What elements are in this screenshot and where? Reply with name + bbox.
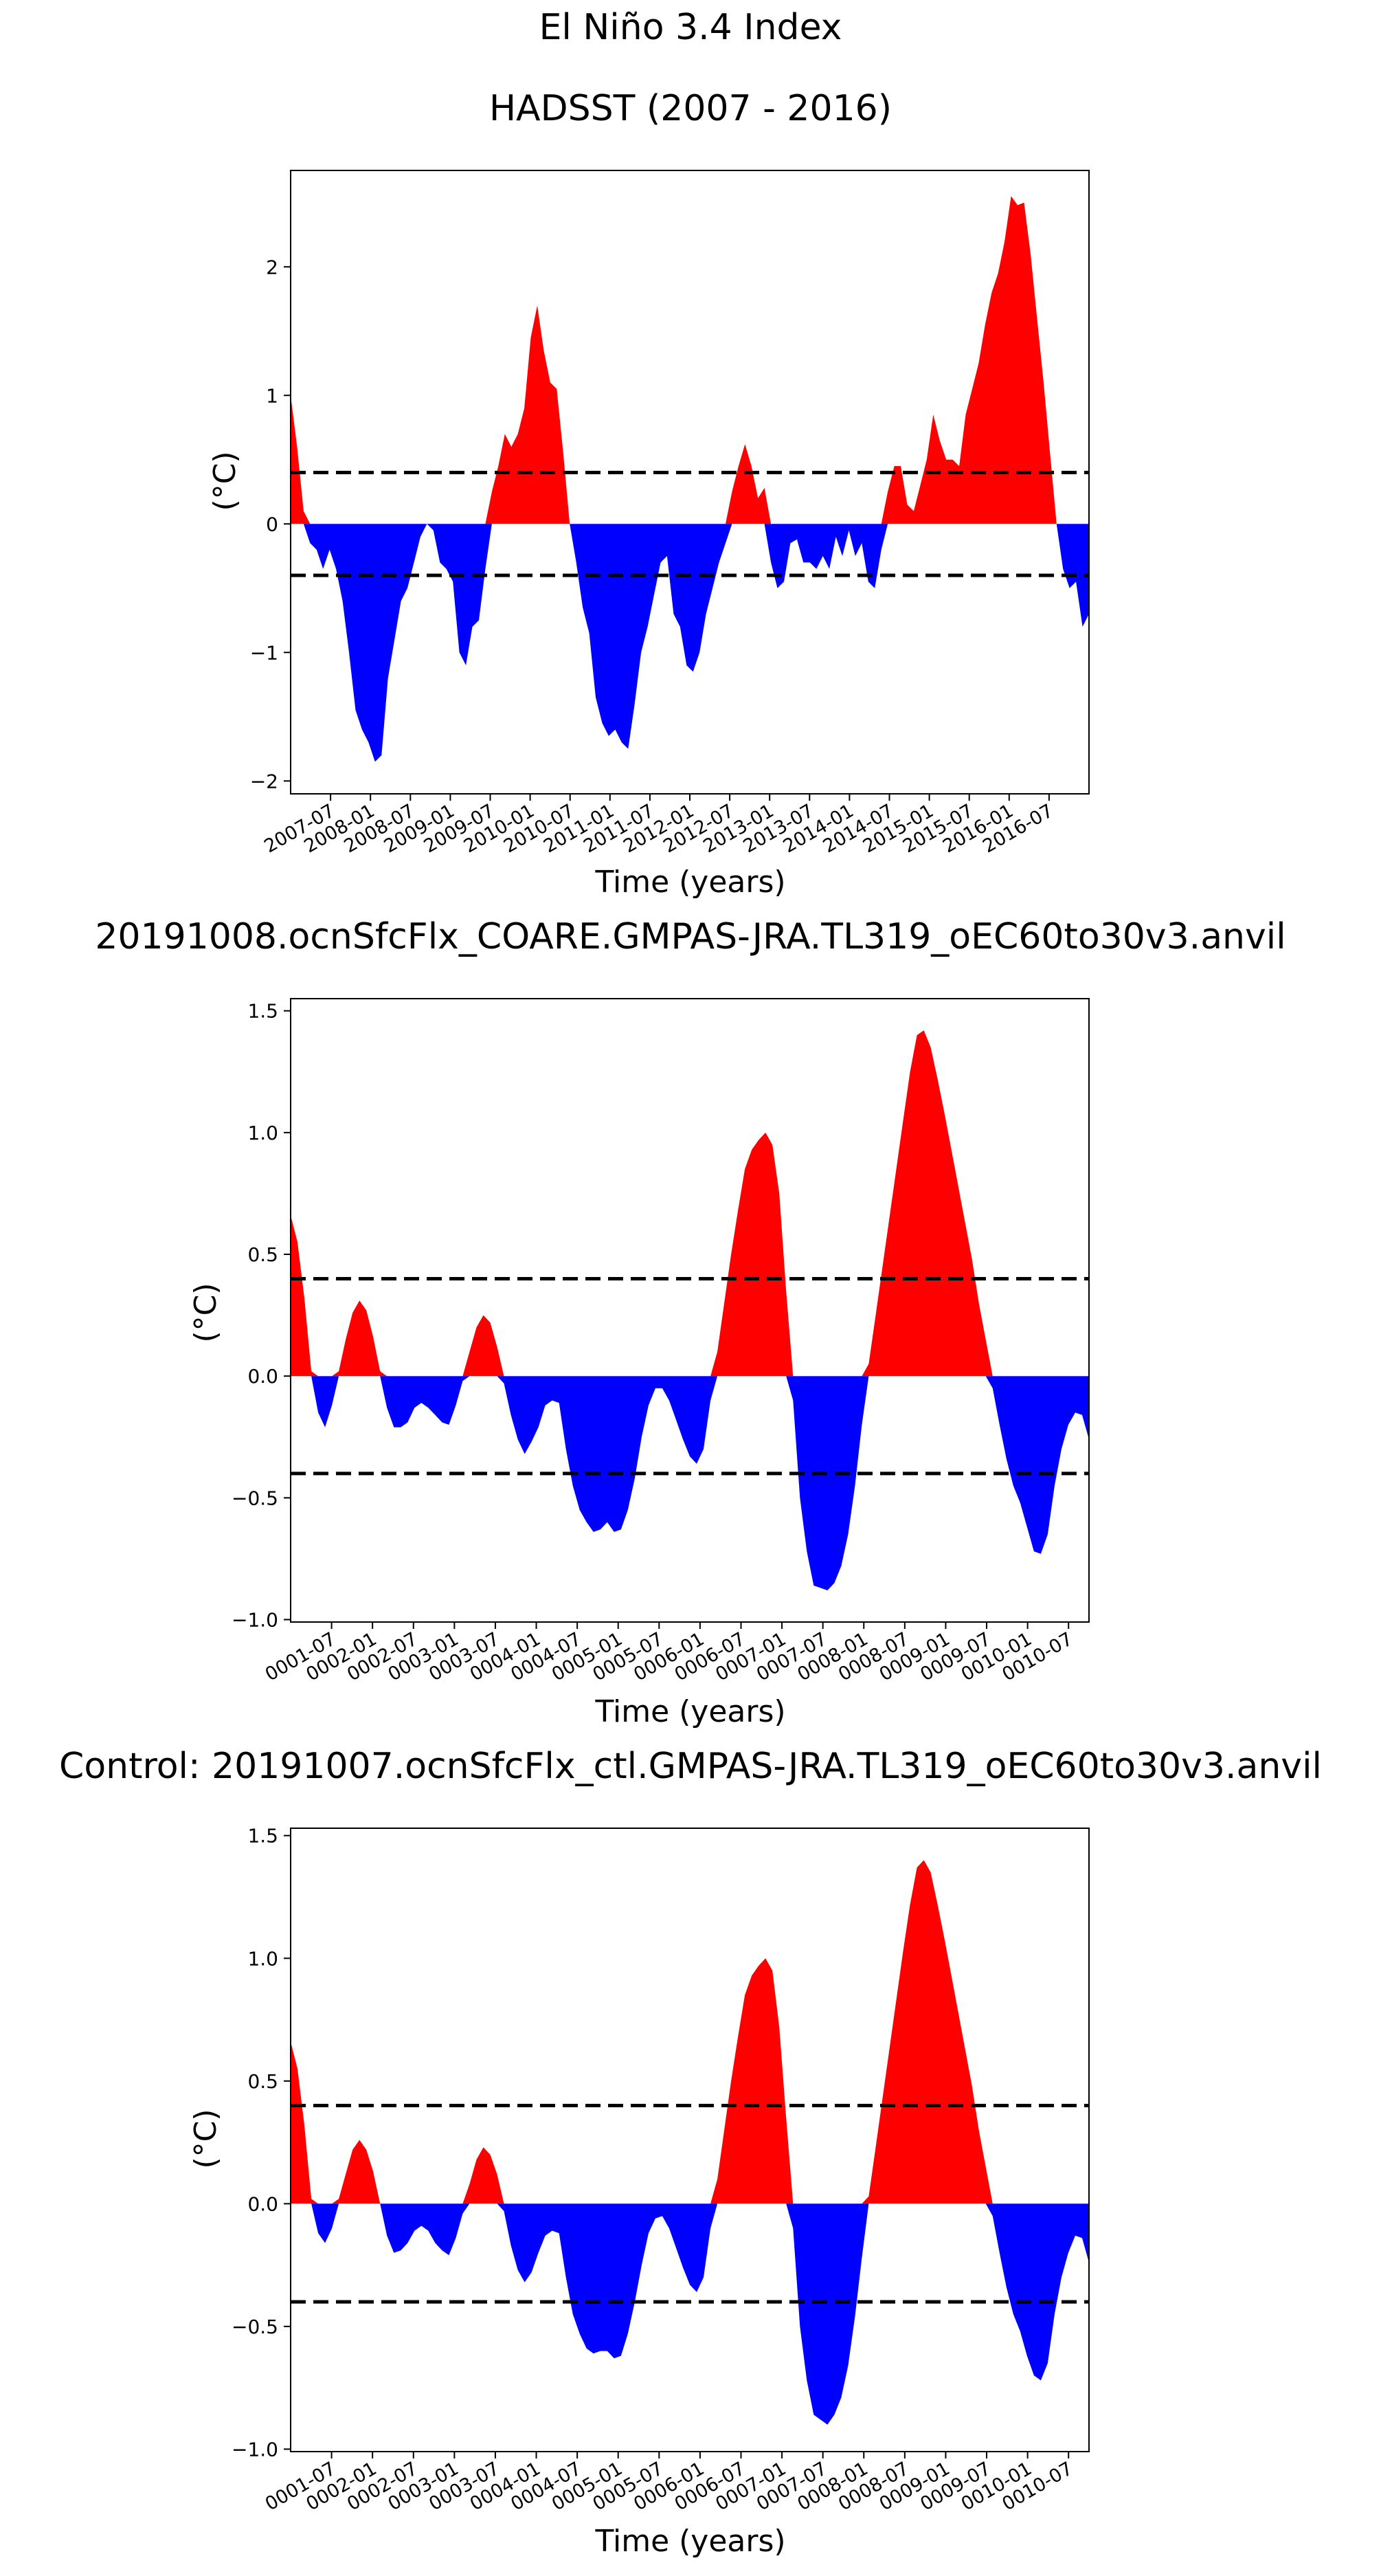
y-tick-label: 1 [266, 384, 278, 407]
positive-anomaly-area [291, 1860, 1089, 2204]
y-tick-label: −1.0 [232, 2438, 278, 2461]
plot-area: −2−10122007-072008-012008-072009-012009-… [250, 170, 1090, 857]
panel-title: 20191008.ocnSfcFlx_COARE.GMPAS-JRA.TL319… [95, 916, 1285, 957]
y-axis-label: (°C) [188, 2109, 223, 2168]
y-tick-label: −0.5 [232, 1487, 278, 1509]
x-axis-label: Time (years) [594, 2524, 785, 2559]
figure-suptitle: El Niño 3.4 Index [539, 7, 842, 48]
y-tick-label: 0 [266, 513, 278, 535]
negative-anomaly-area [291, 1376, 1089, 1590]
positive-anomaly-area [291, 1030, 1089, 1377]
y-tick-label: 1.0 [247, 1122, 278, 1144]
y-tick-label: −2 [250, 770, 278, 792]
negative-anomaly-area [291, 2203, 1089, 2425]
panel-title: Control: 20191007.ocnSfcFlx_ctl.GMPAS-JR… [59, 1746, 1322, 1787]
y-tick-label: −1 [250, 641, 278, 664]
y-tick-label: 1.5 [247, 1000, 278, 1023]
panel-title: HADSST (2007 - 2016) [489, 88, 892, 129]
y-tick-label: 0.5 [247, 2070, 278, 2093]
x-axis-label: Time (years) [594, 865, 785, 900]
positive-anomaly-area [291, 196, 1089, 524]
negative-anomaly-area [291, 524, 1089, 762]
y-tick-label: 0.0 [247, 2192, 278, 2215]
y-tick-label: −1.0 [232, 1608, 278, 1631]
y-tick-label: −0.5 [232, 2316, 278, 2338]
y-tick-label: 2 [266, 256, 278, 278]
y-tick-label: 1.5 [247, 1825, 278, 1847]
y-axis-label: (°C) [207, 451, 243, 511]
y-tick-label: 0.5 [247, 1243, 278, 1266]
y-tick-label: 1.0 [247, 1947, 278, 1970]
panel-hadsst: HADSST (2007 - 2016) −2−10122007-072008-… [207, 88, 1090, 900]
x-axis-label: Time (years) [594, 1694, 785, 1729]
y-axis-label: (°C) [188, 1283, 223, 1342]
axes-frame [290, 998, 1090, 1623]
y-tick-label: 0.0 [247, 1365, 278, 1388]
axes-frame [290, 1828, 1090, 2452]
